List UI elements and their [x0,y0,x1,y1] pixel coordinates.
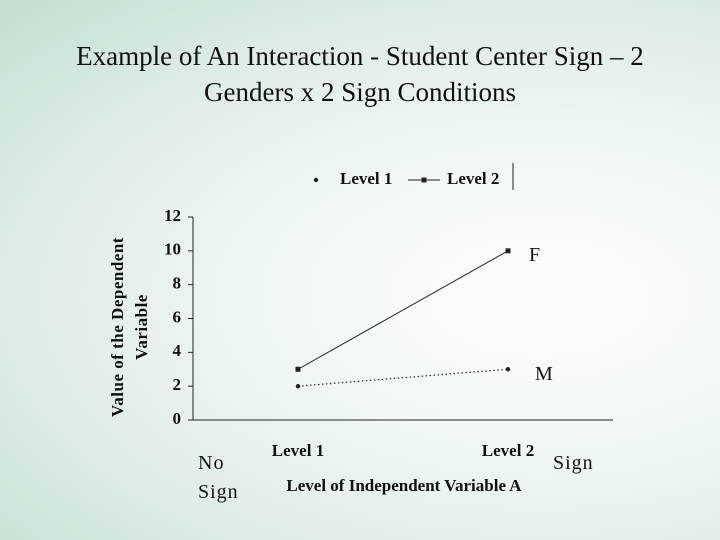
x-tick-label: Level 2 [482,441,534,460]
series-line [297,250,509,370]
series-line [297,368,509,387]
legend-label: Level 1 [340,169,392,188]
annotation: M [535,363,554,385]
annotation: No Sign [198,452,239,503]
marker [505,367,511,372]
marker [295,366,301,372]
y-tick-label: 12 [164,206,181,225]
annotation: Sign [553,452,594,474]
marker [505,248,511,254]
marker [295,383,301,389]
legend-label: Level 2 [447,169,499,188]
x-tick-label: Level 1 [272,441,324,460]
y-tick-label: 4 [173,341,182,360]
legend-marker [313,177,319,183]
y-tick-label: 6 [173,307,182,326]
y-tick-label: 2 [173,375,182,394]
title: Example of An Interaction - Student Cent… [76,41,644,107]
y-tick-label: 0 [173,409,182,428]
legend-marker [421,177,427,183]
y-tick-label: 8 [173,274,182,293]
x-axis-label: Level of Independent Variable A [286,476,522,495]
annotation: F [529,244,542,266]
y-tick-label: 10 [164,240,181,259]
